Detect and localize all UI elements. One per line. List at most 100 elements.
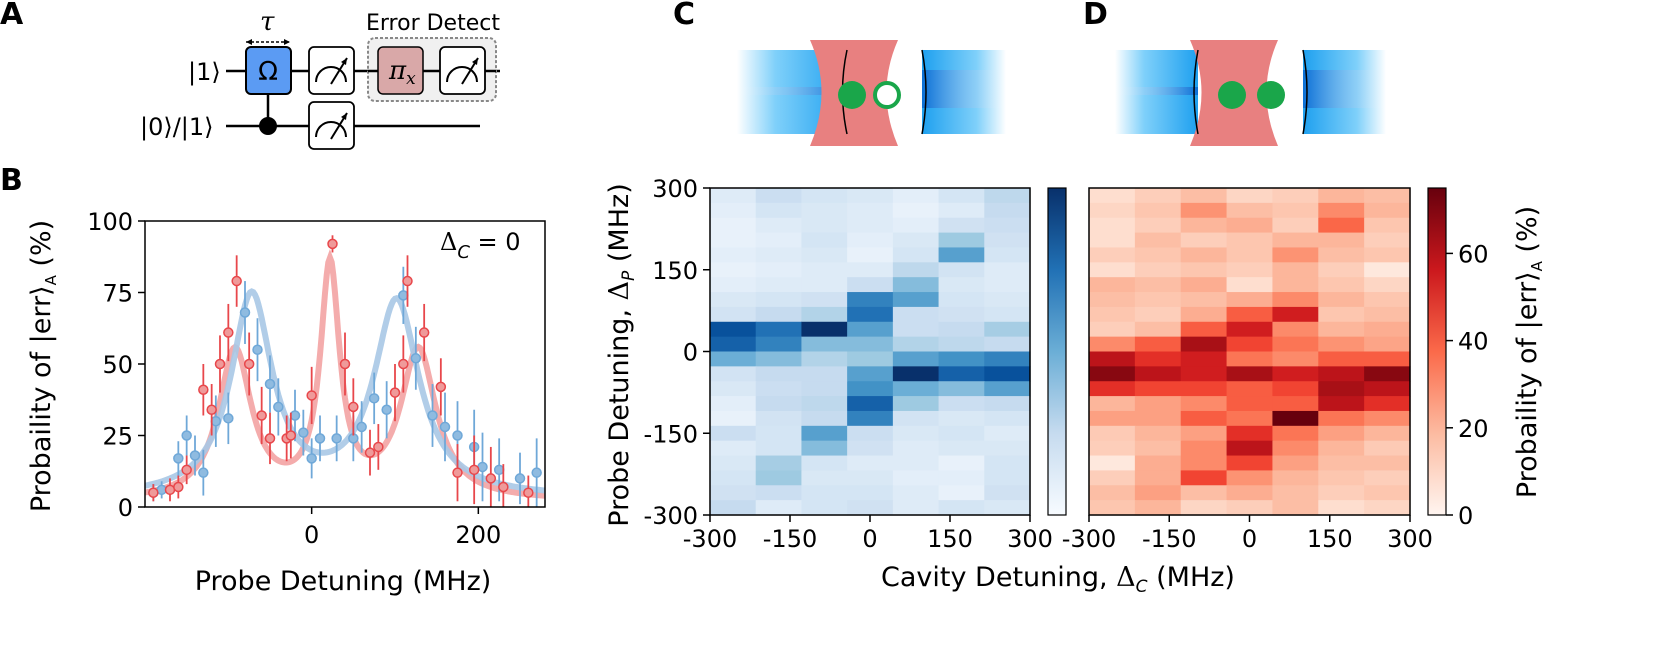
red-point bbox=[402, 275, 413, 287]
heatmap-cell bbox=[801, 202, 848, 219]
heatmap-cell bbox=[710, 262, 757, 278]
heatmap-cell bbox=[1089, 336, 1136, 353]
heatmap-cell bbox=[1318, 410, 1365, 427]
heatmap-cell bbox=[1180, 262, 1228, 278]
heatmap-cell bbox=[938, 440, 985, 457]
blue-point bbox=[273, 401, 284, 413]
heatmap-cell bbox=[984, 202, 1031, 219]
heatmap-cell bbox=[984, 188, 1031, 204]
heatmap-cell bbox=[984, 485, 1031, 501]
measure-gate-bottom bbox=[308, 101, 355, 150]
heatmap-cell bbox=[1364, 500, 1411, 516]
heatmap-cell bbox=[1226, 366, 1274, 382]
heatmap-cell bbox=[755, 262, 803, 278]
heatmap-cell bbox=[1134, 500, 1182, 516]
heatmap-cell bbox=[1364, 217, 1411, 234]
heatmap-cell bbox=[755, 470, 803, 486]
blue-point bbox=[356, 421, 367, 433]
heatmap-cell bbox=[1089, 232, 1136, 249]
heatmap-cell bbox=[892, 232, 940, 249]
blue-point bbox=[452, 430, 463, 441]
delta-c-annotation: ΔC = 0 bbox=[440, 228, 521, 263]
heatmap-cell bbox=[710, 366, 757, 382]
heatmap-cell bbox=[1318, 217, 1365, 234]
y-tick-label-b: 75 bbox=[102, 280, 133, 308]
heatmap-cell bbox=[1089, 292, 1136, 308]
heatmap-cell bbox=[1364, 485, 1411, 501]
heatmap-cell bbox=[847, 232, 894, 249]
heatmap-cell bbox=[892, 321, 940, 338]
heatmap-cell bbox=[1180, 425, 1228, 442]
heatmap-cell bbox=[847, 202, 894, 219]
heatmap-cell bbox=[847, 277, 894, 293]
heatmap-cell bbox=[1134, 440, 1182, 457]
blue-point bbox=[493, 464, 505, 476]
heatmap-cell bbox=[1180, 247, 1228, 263]
heatmap-cell bbox=[847, 336, 894, 353]
blue-point bbox=[514, 473, 526, 484]
y-tick-label: 300 bbox=[652, 175, 698, 203]
heatmap-cell bbox=[1226, 440, 1274, 457]
heatmap-cell bbox=[710, 351, 757, 367]
heatmap-cell bbox=[710, 292, 757, 308]
red-point bbox=[389, 387, 401, 398]
heatmap-cell bbox=[1134, 425, 1182, 442]
x-tick-label: -300 bbox=[683, 525, 737, 553]
heatmap-cell bbox=[1364, 188, 1411, 204]
x-tick-label: 150 bbox=[927, 525, 973, 553]
control-dot bbox=[259, 117, 277, 135]
y-tick-label: -150 bbox=[644, 420, 698, 448]
data-points bbox=[148, 235, 542, 507]
blue-point bbox=[298, 427, 309, 438]
red-point bbox=[181, 464, 192, 476]
panel-label-c: C bbox=[673, 0, 695, 32]
heatmap-cell bbox=[801, 336, 848, 353]
atom-filled-c bbox=[838, 81, 866, 109]
heatmap-cell bbox=[801, 470, 848, 486]
red-point bbox=[223, 327, 234, 338]
heatmap-cell bbox=[1134, 306, 1182, 323]
x-tick-label: -150 bbox=[763, 525, 817, 553]
heatmap-cell bbox=[801, 485, 848, 501]
y-tick-label-b: 25 bbox=[102, 423, 133, 451]
heatmap-c: -300 -150 0 150 300 -300 -150 0 150 300 Probe Det… bbox=[604, 175, 1067, 553]
heatmap-cell bbox=[1226, 381, 1274, 397]
heatmap-cell bbox=[938, 410, 985, 427]
heatmap-cell bbox=[1180, 485, 1228, 501]
heatmap-cell bbox=[938, 262, 985, 278]
heatmap-cell bbox=[938, 381, 985, 397]
heatmap-cell bbox=[1364, 351, 1411, 367]
heatmap-cell bbox=[755, 485, 803, 501]
heatmap-cell bbox=[755, 188, 803, 204]
heatmap-cell bbox=[710, 336, 757, 353]
blue-point bbox=[331, 433, 342, 444]
heatmap-cell bbox=[1226, 232, 1274, 249]
red-point bbox=[256, 410, 267, 421]
heatmap-cell bbox=[984, 321, 1031, 338]
heatmap-cell bbox=[892, 351, 940, 367]
heatmap-cell bbox=[1180, 321, 1228, 338]
pix-label: πx bbox=[388, 56, 416, 89]
x-tick-label: 150 bbox=[1307, 525, 1353, 553]
heatmap-cell bbox=[801, 440, 848, 457]
heatmap-cell bbox=[892, 396, 940, 412]
heatmap-cell bbox=[984, 381, 1031, 397]
heatmap-cell bbox=[755, 351, 803, 367]
heatmap-cell bbox=[1226, 351, 1274, 367]
heatmap-cell bbox=[1364, 247, 1411, 263]
heatmap-cell bbox=[984, 247, 1031, 263]
y-tick-label-b: 100 bbox=[87, 208, 133, 236]
colorbar-tick-label: 20 bbox=[1458, 415, 1489, 443]
heatmap-cell bbox=[1364, 336, 1411, 353]
colorbar-ticks-d: 0 20 40 60 bbox=[1446, 240, 1489, 530]
heatmap-cell bbox=[892, 336, 940, 353]
heatmap-cell bbox=[801, 366, 848, 382]
heatmap-cell bbox=[755, 381, 803, 397]
panel-label-d: D bbox=[1083, 0, 1108, 32]
heatmap-cell bbox=[892, 366, 940, 382]
heatmap-cell bbox=[1180, 336, 1228, 353]
blue-point bbox=[189, 450, 201, 461]
heatmap-cell bbox=[1318, 381, 1365, 397]
ket-bottom-label: |0⟩/|1⟩ bbox=[140, 113, 214, 141]
heatmap-cell bbox=[710, 485, 757, 501]
